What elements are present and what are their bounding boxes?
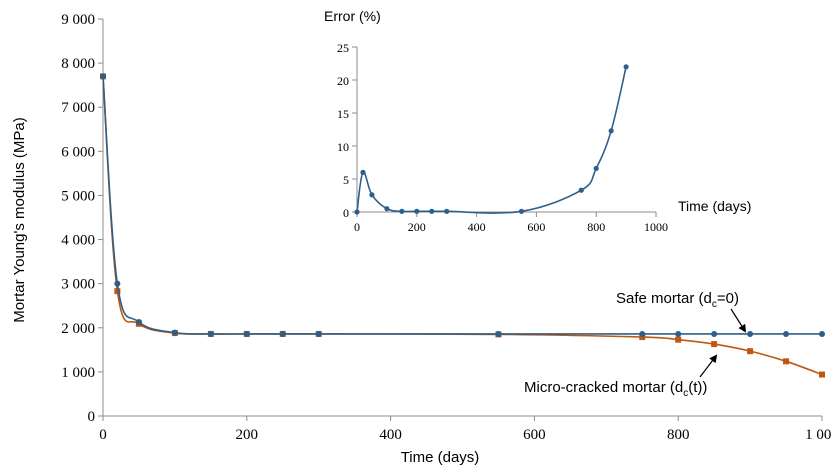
- inset-x-tick-label: 800: [587, 220, 605, 234]
- main-data-point: [675, 336, 682, 343]
- inset-data-point: [518, 208, 525, 214]
- inset-y-tick-label: 15: [337, 107, 349, 121]
- main-x-tick-label: 0: [99, 427, 107, 443]
- inset-data-point: [384, 206, 390, 212]
- inset-x-tick-label: 0: [354, 220, 360, 234]
- main-data-point: [783, 358, 790, 365]
- main-data-point: [171, 329, 178, 336]
- main-data-point: [711, 330, 718, 337]
- inset-data-point: [593, 165, 599, 172]
- main-series-line-0: [102, 76, 823, 376]
- inset-x-tick-label: 400: [468, 220, 486, 234]
- inset-data-point: [399, 208, 405, 214]
- inset-x-tick-label: 600: [527, 220, 545, 234]
- inset-data-point: [354, 209, 360, 215]
- inset-series-line-0: [356, 66, 627, 214]
- main-y-tick-label: 3 000: [61, 277, 95, 293]
- main-data-point: [243, 330, 250, 337]
- main-y-tick-label: 9 000: [61, 12, 95, 28]
- inset-data-point: [414, 208, 420, 214]
- inset-data-point: [444, 208, 450, 214]
- inset-y-tick-label: 5: [343, 173, 349, 187]
- main-data-point: [639, 334, 646, 341]
- main-data-point: [279, 330, 286, 337]
- inset-x-tick-label: 200: [408, 220, 426, 234]
- main-y-tick-label: 6 000: [61, 144, 95, 160]
- main-data-point: [819, 330, 825, 337]
- inset-series: [354, 64, 629, 215]
- main-y-tick-label: 8 000: [61, 56, 95, 72]
- main-y-tick-label: 2 000: [61, 321, 95, 337]
- inset-data-point: [360, 169, 366, 175]
- micro-cracked-mortar-label: Micro-cracked mortar (dc(t)): [524, 379, 707, 399]
- main-x-tick-label: 600: [523, 427, 546, 443]
- main-x-tick-label: 1 000: [805, 427, 832, 443]
- main-y-tick-label: 0: [88, 409, 96, 425]
- inset-y-tick-label: 25: [337, 41, 349, 55]
- inset-data-point: [608, 128, 614, 134]
- main-data-point: [315, 330, 322, 337]
- main-data-point: [747, 330, 754, 337]
- inset-x-axis-label: Time (days): [678, 198, 751, 214]
- inset-data-point: [429, 208, 435, 214]
- main-data-point: [100, 73, 106, 80]
- main-data-point: [135, 319, 142, 326]
- main-data-point: [114, 280, 121, 287]
- main-y-tick-label: 1 000: [61, 365, 95, 381]
- inset-axes: 0 5 10 15 20 25 0 200 400 600 800 1000: [337, 41, 668, 234]
- main-x-tick-label: 800: [667, 427, 690, 443]
- main-y-tick-label: 5 000: [61, 188, 95, 204]
- safe-mortar-label: Safe mortar (dc=0): [616, 290, 739, 310]
- main-data-point: [783, 330, 790, 337]
- main-x-tick-label: 200: [236, 427, 259, 443]
- main-data-point: [207, 330, 214, 337]
- inset-x-tick-label: 1000: [644, 220, 668, 234]
- main-data-point: [747, 348, 754, 355]
- inset-data-point: [578, 187, 584, 193]
- micro-cracked-mortar-arrow: [699, 354, 718, 378]
- main-data-point: [639, 330, 646, 337]
- main-x-tick-label: 400: [379, 427, 402, 443]
- main-data-point: [675, 330, 682, 337]
- main-y-tick-label: 7 000: [61, 100, 95, 116]
- inset-title: Error (%): [324, 8, 381, 24]
- main-data-point: [114, 288, 121, 295]
- inset-y-tick-label: 0: [343, 206, 349, 220]
- inset-data-point: [623, 64, 629, 70]
- y-axis-label: Mortar Young's modulus (MPa): [11, 117, 28, 322]
- main-data-point: [819, 371, 825, 378]
- inset-data-point: [369, 192, 375, 198]
- main-series: [100, 73, 825, 378]
- inset-y-tick-label: 20: [337, 74, 349, 88]
- safe-mortar-arrow: [730, 308, 747, 333]
- x-axis-label: Time (days): [401, 449, 480, 466]
- inset-y-tick-label: 10: [337, 140, 349, 154]
- main-data-point: [711, 341, 718, 348]
- main-y-tick-label: 4 000: [61, 233, 95, 249]
- main-data-point: [495, 330, 502, 337]
